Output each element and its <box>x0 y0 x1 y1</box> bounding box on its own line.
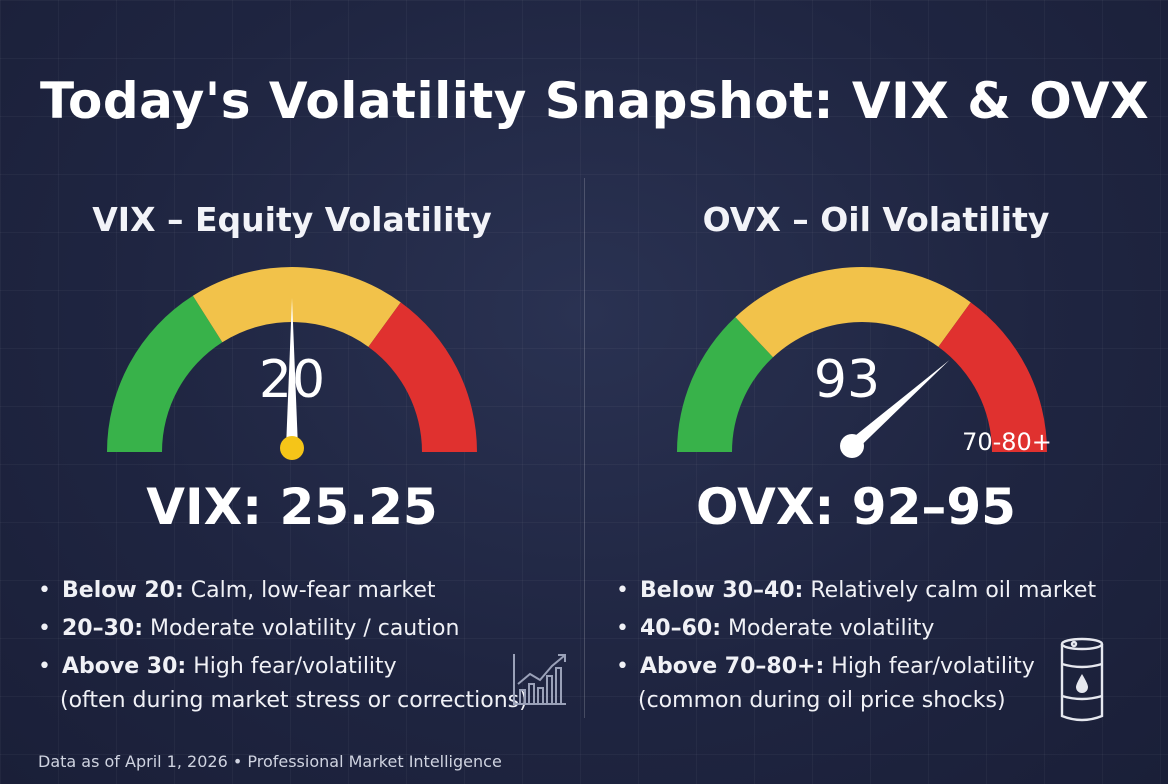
vix-legend-item: Above 30: High fear/volatility (often dur… <box>36 648 528 716</box>
vix-zone-green <box>107 295 223 452</box>
ovx-zone-green <box>677 317 774 452</box>
vix-needle-hub <box>280 436 304 460</box>
bar-chart-trend-icon <box>513 654 566 705</box>
ovx-zone-red <box>938 302 1047 452</box>
oil-barrel-icon <box>1060 637 1104 722</box>
vix-legend-text: Calm, low-fear market <box>190 578 436 603</box>
ovx-zone-label: 70-80+ <box>962 428 1052 456</box>
panel-divider <box>584 178 585 718</box>
ovx-legend-label: 40–60: <box>640 616 722 641</box>
ovx-legend-text: Moderate volatility <box>728 616 935 641</box>
vix-zone-yellow <box>192 267 401 347</box>
ovx-gauge: 93 70-80+ <box>677 267 1052 458</box>
vix-legend-item: 20–30: Moderate volatility / caution <box>36 610 528 648</box>
ovx-legend-label: Above 70–80+: <box>640 654 825 679</box>
ovx-legend-subtext: (common during oil price shocks) <box>638 688 1006 713</box>
ovx-value: OVX: 92–95 <box>696 478 1016 536</box>
footer-note: Data as of April 1, 2026 • Professional … <box>38 752 502 771</box>
ovx-legend-text: Relatively calm oil market <box>810 578 1097 603</box>
ovx-needle <box>848 360 950 451</box>
ovx-legend-item: Below 30–40: Relatively calm oil market <box>614 572 1096 610</box>
ovx-panel-title: OVX – Oil Volatility <box>702 200 1050 239</box>
ovx-needle-hub <box>840 434 864 458</box>
vix-gauge: 20 <box>107 267 477 460</box>
vix-legend-label: 20–30: <box>62 616 144 641</box>
vix-legend-subtext: (often during market stress or correctio… <box>60 688 528 713</box>
vix-zone-red <box>368 302 477 452</box>
ovx-legend-list: Below 30–40: Relatively calm oil market … <box>614 572 1096 716</box>
vix-legend-text: High fear/volatility <box>193 654 397 679</box>
vix-panel: VIX – Equity Volatility 20 VIX: 25.25 Be… <box>0 0 584 784</box>
ovx-legend-item: 40–60: Moderate volatility <box>614 610 1096 648</box>
vix-needle <box>286 298 298 448</box>
ovx-dial-label: 93 <box>814 350 880 410</box>
ovx-zone-yellow <box>735 267 971 358</box>
ovx-legend-text: High fear/volatility <box>831 654 1035 679</box>
vix-legend-list: Below 20: Calm, low-fear market 20–30: M… <box>36 572 528 716</box>
vix-value: VIX: 25.25 <box>146 478 438 536</box>
ovx-legend-label: Below 30–40: <box>640 578 804 603</box>
vix-legend-item: Below 20: Calm, low-fear market <box>36 572 528 610</box>
vix-panel-title: VIX – Equity Volatility <box>92 200 492 239</box>
page-title: Today's Volatility Snapshot: VIX & OVX <box>40 72 1150 130</box>
ovx-legend-item: Above 70–80+: High fear/volatility (commo… <box>614 648 1096 716</box>
vix-legend-label: Above 30: <box>62 654 187 679</box>
vix-legend-text: Moderate volatility / caution <box>150 616 460 641</box>
vix-legend-label: Below 20: <box>62 578 184 603</box>
ovx-panel: OVX – Oil Volatility 93 70-80+ OVX: 92–95… <box>584 0 1168 784</box>
